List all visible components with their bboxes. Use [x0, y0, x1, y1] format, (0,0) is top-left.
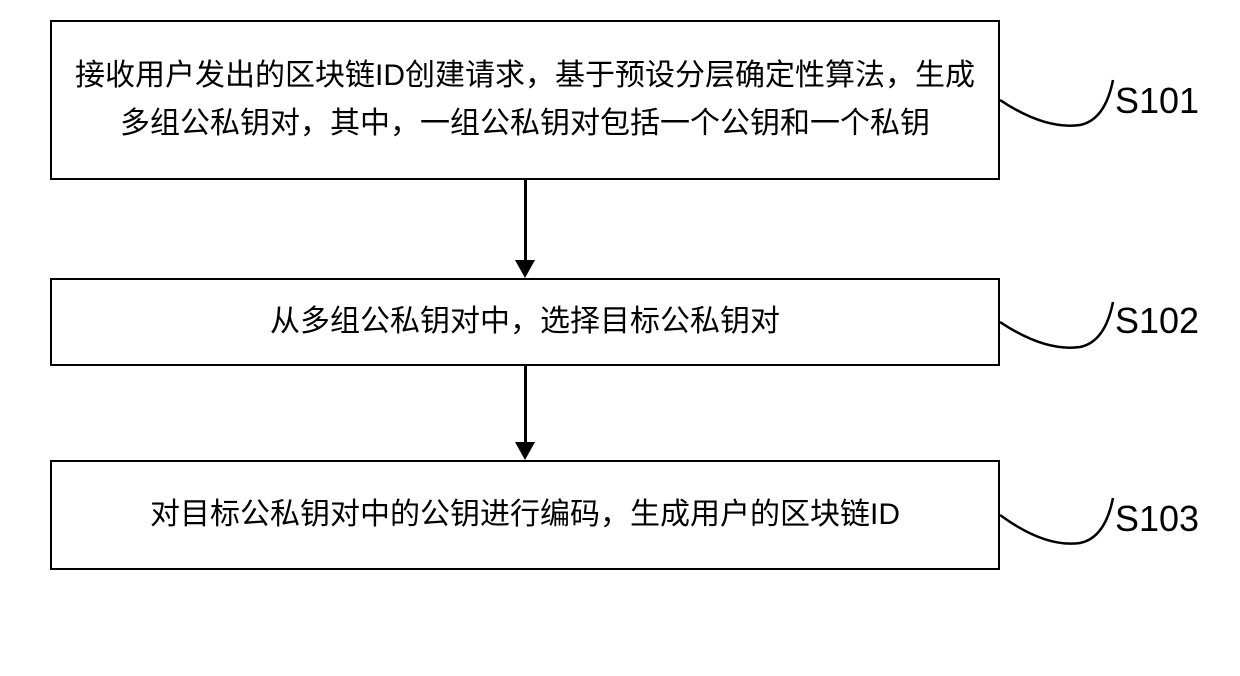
step-label-2: S102 [1115, 300, 1199, 342]
flowchart-box-1: 接收用户发出的区块链ID创建请求，基于预设分层确定性算法，生成多组公私钥对，其中… [50, 20, 1000, 180]
flowchart-container: 接收用户发出的区块链ID创建请求，基于预设分层确定性算法，生成多组公私钥对，其中… [0, 0, 1240, 676]
flowchart-box-3: 对目标公私钥对中的公钥进行编码，生成用户的区块链ID [50, 460, 1000, 570]
box-2-text: 从多组公私钥对中，选择目标公私钥对 [270, 298, 780, 346]
step-label-3: S103 [1115, 498, 1199, 540]
box-3-text: 对目标公私钥对中的公钥进行编码，生成用户的区块链ID [150, 491, 900, 539]
box-1-text: 接收用户发出的区块链ID创建请求，基于预设分层确定性算法，生成多组公私钥对，其中… [72, 52, 978, 148]
flowchart-box-2: 从多组公私钥对中，选择目标公私钥对 [50, 278, 1000, 366]
step-label-1: S101 [1115, 80, 1199, 122]
